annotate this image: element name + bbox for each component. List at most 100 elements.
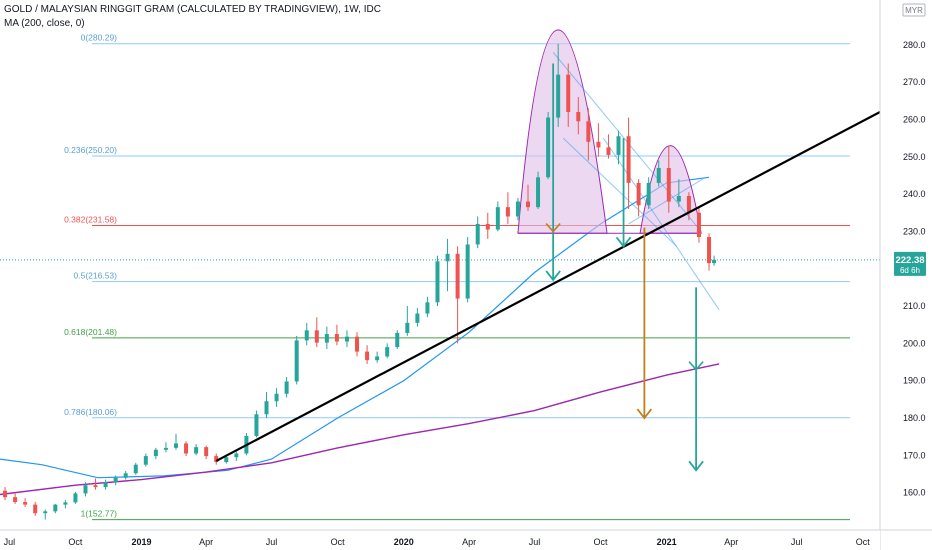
candle-body xyxy=(385,347,390,357)
candle-body xyxy=(143,456,148,465)
candle-body xyxy=(475,223,480,245)
candle-body xyxy=(596,141,601,148)
candle-body xyxy=(254,414,259,436)
candle-body xyxy=(274,393,279,402)
candle-body xyxy=(435,261,440,303)
candle-body xyxy=(284,381,289,394)
candle-body xyxy=(546,117,551,178)
candle-body xyxy=(676,195,681,202)
x-tick-label: Apr xyxy=(199,537,213,547)
fib-label: 0.382(231.58) xyxy=(64,215,117,225)
candle-body xyxy=(194,447,199,454)
candle-body xyxy=(495,207,500,230)
candle-body xyxy=(365,351,370,361)
candle-body xyxy=(294,340,299,382)
candle-body xyxy=(3,490,8,498)
candle-body xyxy=(314,330,319,343)
candle-body xyxy=(455,253,460,299)
candle-body xyxy=(355,336,360,352)
candle-body xyxy=(707,237,712,264)
pattern-layer xyxy=(517,29,702,234)
candle-body xyxy=(395,332,400,348)
target-mark xyxy=(688,361,704,371)
x-tick-label: Jul xyxy=(529,537,541,547)
y-tick-label: 210.0 xyxy=(903,301,926,311)
candle-body xyxy=(656,167,661,183)
candle-body xyxy=(526,201,530,208)
x-tick-label: Apr xyxy=(462,537,476,547)
x-tick-label: Oct xyxy=(68,537,83,547)
time-axis-bg xyxy=(0,530,880,550)
x-tick-label: Jul xyxy=(4,537,16,547)
candle-body xyxy=(586,121,591,142)
countdown-label: 6d 6h xyxy=(900,266,920,275)
candle-body xyxy=(264,401,269,415)
candle-body xyxy=(224,457,229,463)
candle-body xyxy=(113,477,118,483)
fib-label: 0.786(180.06) xyxy=(64,407,117,417)
candle-body xyxy=(465,244,470,299)
guide-line xyxy=(628,178,703,225)
candle-body xyxy=(73,493,78,503)
y-tick-label: 160.0 xyxy=(903,488,926,498)
indicator-label: MA (200, close, 0) xyxy=(4,18,85,29)
y-tick-label: 170.0 xyxy=(903,450,926,460)
candle-body xyxy=(445,253,450,262)
x-tick-label: 2021 xyxy=(657,537,677,547)
candles-layer xyxy=(3,43,717,520)
candle-body xyxy=(556,74,561,118)
fib-label: 0(280.29) xyxy=(81,33,118,43)
candle-body xyxy=(13,497,18,503)
x-tick-label: Oct xyxy=(856,537,871,547)
drawings-layer xyxy=(215,63,881,472)
x-tick-label: 2019 xyxy=(132,537,152,547)
candle-body xyxy=(204,447,209,457)
y-tick-label: 200.0 xyxy=(903,338,926,348)
candle-body xyxy=(505,207,510,217)
candle-body xyxy=(515,201,520,217)
candle-body xyxy=(606,147,611,155)
arrow-head xyxy=(545,270,561,282)
candle-body xyxy=(153,449,158,457)
candle-body xyxy=(696,212,701,238)
last-price-label: 222.38 xyxy=(895,255,924,266)
candle-body xyxy=(304,330,309,341)
candle-body xyxy=(53,504,58,512)
candle-body xyxy=(712,259,717,264)
x-tick-label: Oct xyxy=(594,537,609,547)
fib-label: 0.618(201.48) xyxy=(64,327,117,337)
candle-body xyxy=(123,473,128,478)
y-tick-label: 250.0 xyxy=(903,152,926,162)
x-tick-label: 2020 xyxy=(394,537,414,547)
candle-body xyxy=(485,223,490,230)
candle-body xyxy=(566,74,571,112)
x-tick-label: Jul xyxy=(791,537,803,547)
y-tick-label: 180.0 xyxy=(903,413,926,423)
candle-body xyxy=(33,504,38,514)
candle-body xyxy=(576,111,581,122)
y-tick-label: 260.0 xyxy=(903,114,926,124)
candle-body xyxy=(174,443,178,448)
candle-body xyxy=(163,447,168,450)
last-price-badge xyxy=(894,251,926,276)
x-tick-label: Oct xyxy=(331,537,346,547)
y-tick-label: 280.0 xyxy=(903,40,926,50)
fib-levels-layer: 0(280.29) 0.236(250.20) 0.382(231.58) 0.5(2… xyxy=(0,33,880,521)
candle-body xyxy=(324,334,329,343)
candle-body xyxy=(63,502,68,505)
candle-body xyxy=(375,356,380,361)
candle-body xyxy=(666,167,671,202)
candle-body xyxy=(184,443,189,454)
candle-body xyxy=(626,136,631,183)
y-tick-label: 190.0 xyxy=(903,376,926,386)
candle-body xyxy=(415,313,420,323)
arrow-head xyxy=(688,460,704,472)
candle-body xyxy=(686,195,691,213)
trendline xyxy=(215,110,881,462)
candle-body xyxy=(103,482,108,488)
candle-body xyxy=(43,511,48,514)
candle-body xyxy=(133,464,138,474)
candle-body xyxy=(234,453,239,458)
